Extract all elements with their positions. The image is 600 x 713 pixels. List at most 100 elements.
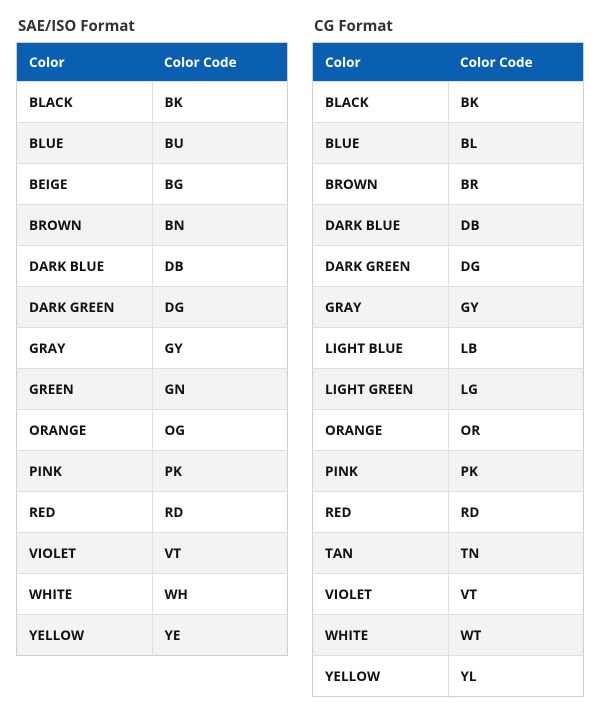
table-row: WHITEWT bbox=[313, 615, 584, 656]
cell-code: BL bbox=[448, 123, 584, 164]
cell-code: BU bbox=[152, 123, 288, 164]
cell-color: LIGHT GREEN bbox=[313, 369, 449, 410]
cell-color: ORANGE bbox=[17, 410, 153, 451]
cell-code: PK bbox=[448, 451, 584, 492]
cell-color: VIOLET bbox=[17, 533, 153, 574]
table-row: BROWNBR bbox=[313, 164, 584, 205]
cell-color: DARK GREEN bbox=[17, 287, 153, 328]
cell-code: LB bbox=[448, 328, 584, 369]
cell-code: DG bbox=[448, 246, 584, 287]
cell-code: WH bbox=[152, 574, 288, 615]
col-header-code: Color Code bbox=[448, 43, 584, 82]
table-row: GRAYGY bbox=[17, 328, 288, 369]
cell-color: TAN bbox=[313, 533, 449, 574]
cell-code: BK bbox=[152, 82, 288, 123]
col-header-code: Color Code bbox=[152, 43, 288, 82]
cell-code: YL bbox=[448, 656, 584, 697]
col-header-color: Color bbox=[313, 43, 449, 82]
table-row: LIGHT GREENLG bbox=[313, 369, 584, 410]
table-row: DARK GREENDG bbox=[17, 287, 288, 328]
table-row: BLACKBK bbox=[17, 82, 288, 123]
tables-container: SAE/ISO Format Color Color Code BLACKBK … bbox=[16, 16, 584, 697]
cell-color: DARK GREEN bbox=[313, 246, 449, 287]
cell-code: VT bbox=[152, 533, 288, 574]
table-row: REDRD bbox=[17, 492, 288, 533]
cell-code: DG bbox=[152, 287, 288, 328]
table-row: DARK BLUEDB bbox=[313, 205, 584, 246]
table-row: BROWNBN bbox=[17, 205, 288, 246]
cell-color: BLUE bbox=[313, 123, 449, 164]
cell-color: PINK bbox=[313, 451, 449, 492]
cell-code: BK bbox=[448, 82, 584, 123]
cell-color: BLACK bbox=[17, 82, 153, 123]
cell-color: DARK BLUE bbox=[17, 246, 153, 287]
cell-code: BN bbox=[152, 205, 288, 246]
cell-color: PINK bbox=[17, 451, 153, 492]
table-row: BEIGEBG bbox=[17, 164, 288, 205]
cell-code: LG bbox=[448, 369, 584, 410]
cell-color: BROWN bbox=[313, 164, 449, 205]
cell-code: DB bbox=[152, 246, 288, 287]
cell-color: WHITE bbox=[17, 574, 153, 615]
cell-code: OG bbox=[152, 410, 288, 451]
table-row: REDRD bbox=[313, 492, 584, 533]
table-row: GREENGN bbox=[17, 369, 288, 410]
table-row: DARK BLUEDB bbox=[17, 246, 288, 287]
cell-code: GY bbox=[152, 328, 288, 369]
cell-color: ORANGE bbox=[313, 410, 449, 451]
cell-color: BLACK bbox=[313, 82, 449, 123]
cell-code: GY bbox=[448, 287, 584, 328]
cell-code: RD bbox=[448, 492, 584, 533]
table-row: WHITEWH bbox=[17, 574, 288, 615]
cell-color: GRAY bbox=[313, 287, 449, 328]
cell-color: YELLOW bbox=[313, 656, 449, 697]
cell-code: BR bbox=[448, 164, 584, 205]
cell-code: TN bbox=[448, 533, 584, 574]
cell-color: GREEN bbox=[17, 369, 153, 410]
cell-code: GN bbox=[152, 369, 288, 410]
table-header-row: Color Color Code bbox=[313, 43, 584, 82]
table-row: ORANGEOR bbox=[313, 410, 584, 451]
table-row: YELLOWYE bbox=[17, 615, 288, 656]
sae-iso-tbody: BLACKBK BLUEBU BEIGEBG BROWNBN DARK BLUE… bbox=[17, 82, 288, 656]
cell-color: YELLOW bbox=[17, 615, 153, 656]
cg-tbody: BLACKBK BLUEBL BROWNBR DARK BLUEDB DARK … bbox=[313, 82, 584, 697]
table-row: DARK GREENDG bbox=[313, 246, 584, 287]
cell-code: WT bbox=[448, 615, 584, 656]
cell-code: VT bbox=[448, 574, 584, 615]
table-row: BLUEBU bbox=[17, 123, 288, 164]
table-row: BLUEBL bbox=[313, 123, 584, 164]
table-row: VIOLETVT bbox=[17, 533, 288, 574]
sae-iso-title: SAE/ISO Format bbox=[18, 16, 288, 36]
table-row: GRAYGY bbox=[313, 287, 584, 328]
cell-color: GRAY bbox=[17, 328, 153, 369]
cell-code: DB bbox=[448, 205, 584, 246]
sae-iso-table-block: SAE/ISO Format Color Color Code BLACKBK … bbox=[16, 16, 288, 656]
cell-color: VIOLET bbox=[313, 574, 449, 615]
col-header-color: Color bbox=[17, 43, 153, 82]
table-row: BLACKBK bbox=[313, 82, 584, 123]
cell-color: BEIGE bbox=[17, 164, 153, 205]
cell-color: RED bbox=[17, 492, 153, 533]
table-row: PINKPK bbox=[313, 451, 584, 492]
cg-table: Color Color Code BLACKBK BLUEBL BROWNBR … bbox=[312, 42, 584, 697]
cell-code: PK bbox=[152, 451, 288, 492]
cell-color: RED bbox=[313, 492, 449, 533]
cell-code: YE bbox=[152, 615, 288, 656]
table-row: TANTN bbox=[313, 533, 584, 574]
cell-code: BG bbox=[152, 164, 288, 205]
table-row: PINKPK bbox=[17, 451, 288, 492]
cell-code: RD bbox=[152, 492, 288, 533]
cell-color: LIGHT BLUE bbox=[313, 328, 449, 369]
cell-code: OR bbox=[448, 410, 584, 451]
cg-title: CG Format bbox=[314, 16, 584, 36]
table-row: VIOLETVT bbox=[313, 574, 584, 615]
table-row: LIGHT BLUELB bbox=[313, 328, 584, 369]
sae-iso-table: Color Color Code BLACKBK BLUEBU BEIGEBG … bbox=[16, 42, 288, 656]
table-row: YELLOWYL bbox=[313, 656, 584, 697]
cell-color: BROWN bbox=[17, 205, 153, 246]
table-header-row: Color Color Code bbox=[17, 43, 288, 82]
cell-color: DARK BLUE bbox=[313, 205, 449, 246]
cell-color: BLUE bbox=[17, 123, 153, 164]
cg-table-block: CG Format Color Color Code BLACKBK BLUEB… bbox=[312, 16, 584, 697]
